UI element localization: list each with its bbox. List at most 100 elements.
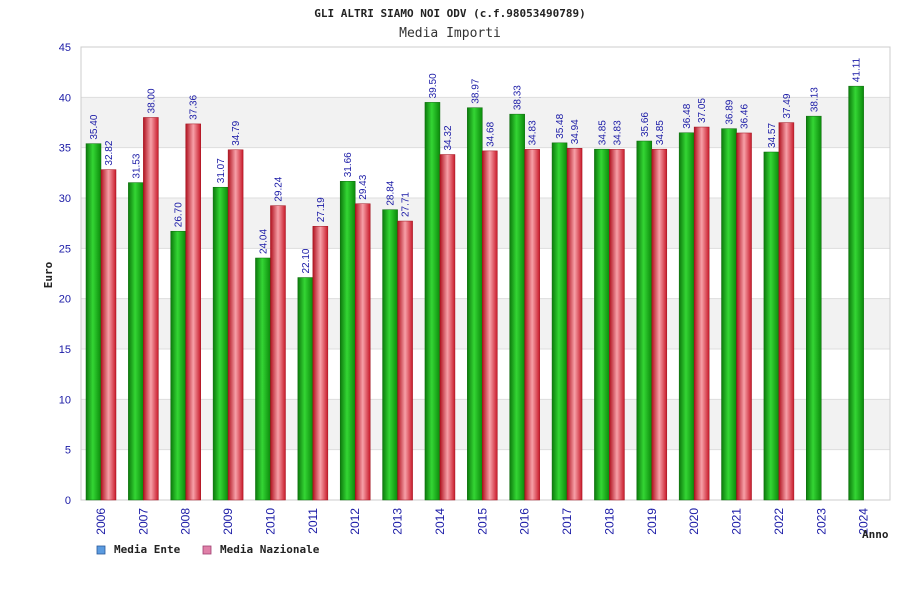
data-label: 35.48: [555, 113, 566, 138]
bar-media-nazionale-2010: [270, 205, 286, 501]
bar-media-nazionale-2018: [609, 149, 625, 501]
data-label: 41.11: [852, 57, 863, 82]
x-tick-label: 2013: [391, 508, 405, 535]
data-label: 31.66: [343, 152, 354, 177]
y-tick-label: 0: [65, 495, 71, 507]
bar-media-nazionale-2021: [736, 132, 752, 501]
data-label: 31.07: [216, 158, 227, 183]
data-label: 35.66: [640, 112, 651, 137]
data-label: 34.83: [612, 120, 623, 145]
bar-media-ente-2024: [848, 85, 864, 501]
x-tick-label: 2024: [857, 508, 871, 535]
bar-media-ente-2007: [128, 182, 144, 501]
x-tick-label: 2007: [136, 508, 150, 535]
y-tick-label: 20: [59, 294, 71, 306]
data-label: 27.71: [401, 192, 412, 217]
data-label: 32.82: [104, 140, 115, 165]
legend-swatch-media-ente: [96, 545, 106, 555]
bar-media-ente-2023: [806, 115, 822, 501]
y-tick-label: 10: [59, 394, 71, 406]
bar-media-ente-2015: [467, 107, 483, 501]
data-label: 26.70: [174, 202, 185, 227]
y-tick-label: 5: [65, 445, 71, 457]
bars: [85, 85, 864, 501]
data-label: 38.33: [513, 85, 524, 110]
y-tick-label: 40: [59, 92, 71, 104]
bar-media-nazionale-2022: [778, 122, 795, 501]
data-label: 34.57: [767, 123, 778, 148]
x-axis-ticks: 2006 2007 2008 2009 2010 2011 2012 2013 2014 2015…: [94, 508, 871, 535]
bar-media-nazionale-2013: [397, 220, 413, 501]
bar-media-ente-2010: [255, 257, 271, 501]
bar-media-ente-2016: [509, 113, 525, 501]
data-label: 29.43: [358, 174, 369, 199]
y-tick-label: 35: [59, 143, 71, 155]
bar-media-ente-2012: [339, 181, 356, 501]
data-label: 31.53: [131, 153, 142, 178]
data-label: 37.36: [189, 94, 200, 119]
data-label: 34.83: [528, 120, 539, 145]
bar-media-ente-2011: [297, 277, 314, 501]
bar-media-ente-2021: [721, 128, 737, 501]
data-labels: 35.40 32.82 31.53 38.00 26.70 37.36 31.07 34.79…: [89, 57, 863, 273]
data-label: 35.40: [89, 114, 100, 139]
x-tick-label: 2016: [518, 508, 532, 535]
bar-media-nazionale-2011: [312, 226, 329, 501]
bar-media-ente-2009: [212, 186, 229, 501]
x-tick-label: 2010: [263, 508, 277, 535]
plot-area: [80, 46, 891, 501]
data-label: 34.94: [570, 119, 581, 144]
data-label: 38.97: [470, 78, 481, 103]
bar-media-ente-2008: [170, 230, 186, 501]
bar-media-ente-2020: [678, 132, 695, 501]
bar-media-ente-2006: [85, 143, 102, 501]
bar-media-nazionale-2009: [227, 149, 244, 501]
data-label: 38.13: [809, 87, 820, 112]
grid-band: [81, 97, 890, 148]
data-label: 37.05: [697, 98, 708, 123]
bar-media-nazionale-2019: [651, 148, 668, 501]
bar-media-ente-2014: [424, 102, 441, 501]
bar-media-ente-2017: [551, 142, 568, 501]
data-label: 37.49: [782, 93, 793, 118]
legend-label-media-nazionale: Media Nazionale: [220, 543, 320, 556]
x-tick-label: 2023: [814, 508, 828, 535]
legend: Media Ente Media Nazionale: [96, 543, 320, 556]
data-label: 34.85: [597, 120, 608, 145]
legend-label-media-ente: Media Ente: [114, 543, 181, 556]
y-tick-label: 15: [59, 344, 71, 356]
y-axis-ticks: 0 5 10 15 20 25 30 35 40 45: [59, 42, 71, 507]
chart-subtitle: Media Importi: [399, 26, 501, 41]
data-label: 36.48: [682, 103, 693, 128]
data-label: 34.79: [231, 120, 242, 145]
bar-media-nazionale-2016: [524, 149, 540, 501]
bar-media-nazionale-2015: [482, 150, 498, 501]
y-axis-label: Euro: [42, 261, 55, 288]
data-label: 34.68: [485, 121, 496, 146]
data-label: 24.04: [258, 229, 269, 254]
x-tick-label: 2009: [221, 508, 235, 535]
bar-media-ente-2022: [763, 151, 780, 501]
data-label: 27.19: [316, 197, 327, 222]
bar-media-nazionale-2008: [185, 123, 201, 501]
y-tick-label: 25: [59, 243, 71, 255]
bar-media-ente-2018: [594, 148, 610, 501]
x-tick-label: 2006: [94, 508, 108, 535]
bar-media-nazionale-2020: [693, 126, 710, 501]
data-label: 39.50: [428, 73, 439, 98]
x-tick-label: 2018: [602, 508, 616, 535]
chart-title: GLI ALTRI SIAMO NOI ODV (c.f.98053490789…: [314, 7, 586, 20]
bar-media-ente-2019: [636, 140, 653, 501]
data-label: 29.24: [273, 176, 284, 201]
data-label: 22.10: [301, 248, 312, 273]
x-tick-label: 2017: [560, 508, 574, 535]
x-tick-label: 2019: [645, 508, 659, 535]
y-tick-label: 45: [59, 42, 71, 54]
bar-media-nazionale-2012: [354, 203, 371, 501]
data-label: 36.89: [725, 99, 736, 124]
x-tick-label: 2020: [687, 508, 701, 535]
y-tick-label: 30: [59, 193, 71, 205]
x-tick-label: 2011: [306, 508, 320, 534]
data-label: 36.46: [740, 104, 751, 129]
